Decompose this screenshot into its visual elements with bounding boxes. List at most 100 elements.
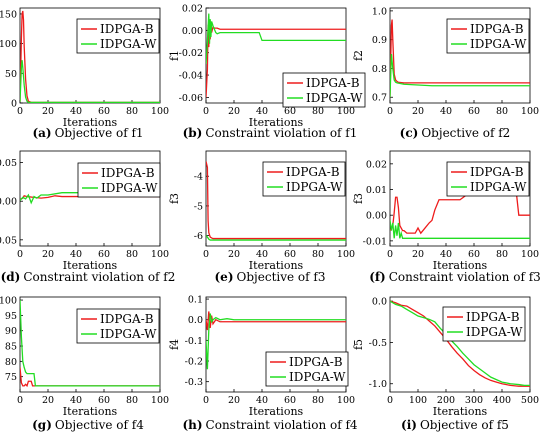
y-tick-label: 90 <box>5 326 17 337</box>
panel-g: 0204060801001009590858075Iterationsf4IDP… <box>0 296 169 432</box>
x-tick-label: 20 <box>412 249 424 260</box>
x-tick-label: 20 <box>228 395 240 406</box>
legend-label: IDPGA-B <box>470 165 524 179</box>
x-tick-label: 80 <box>496 106 508 117</box>
x-tick-label: 40 <box>70 395 82 406</box>
x-tick-label: 0 <box>203 395 209 406</box>
y-tick-label: 0.0 <box>372 297 387 308</box>
legend-label: IDPGA-B <box>286 165 340 179</box>
y-tick-label: 100 <box>0 296 17 307</box>
y-tick-label: 150 <box>0 9 17 20</box>
legend-label: IDPGA-W <box>101 181 158 195</box>
x-tick-label: 0 <box>17 106 23 117</box>
caption-letter: (e) <box>215 270 234 284</box>
series-line-idpga-b <box>206 311 346 331</box>
legend-label: IDPGA-B <box>289 355 343 369</box>
y-tick-label: -0.05 <box>0 235 17 246</box>
y-tick-label: 0.01 <box>366 185 387 196</box>
legend-label: IDPGA-B <box>100 22 154 36</box>
x-tick-label: 0 <box>17 395 23 406</box>
x-tick-label: 20 <box>412 106 424 117</box>
x-tick-label: 80 <box>312 395 324 406</box>
x-tick-label: 100 <box>337 249 355 260</box>
legend-label: IDPGA-W <box>470 37 527 51</box>
x-tick-label: 100 <box>521 106 539 117</box>
x-tick-label: 40 <box>70 106 82 117</box>
x-axis-label: Iterations <box>63 259 118 272</box>
x-tick-label: 20 <box>42 395 54 406</box>
caption-text: Constraint violation of f1 <box>205 126 357 140</box>
y-tick-label: 0.0 <box>188 315 203 326</box>
series-line-idpga-w <box>206 235 346 241</box>
legend-label: IDPGA-W <box>466 325 523 339</box>
x-axis-label: Iterations <box>249 116 304 129</box>
x-tick-label: 20 <box>42 106 54 117</box>
series-line-idpga-b <box>20 367 160 388</box>
legend-label: IDPGA-W <box>286 180 343 194</box>
panel-caption: (c) Objective of f2 <box>400 126 511 140</box>
panel-i: 0 100 200 300 400 500 0.0 -0.5 -1.0 Iterations f5 I… <box>352 296 539 432</box>
x-tick-label: 40 <box>440 249 452 260</box>
y-tick-label: 0.02 <box>366 159 387 170</box>
caption-text: Constraint violation of f4 <box>206 418 358 432</box>
series-line-idpga-w <box>20 300 160 387</box>
y-tick-label: -0.2 <box>185 357 203 368</box>
legend-label: IDPGA-B <box>101 166 155 180</box>
legend-label: IDPGA-W <box>100 327 157 341</box>
x-axis-label: Iterations <box>249 405 304 418</box>
x-tick-label: 20 <box>228 249 240 260</box>
series-line-idpga-w <box>206 13 346 64</box>
caption-letter: (d) <box>1 270 21 284</box>
caption-text: Objective of f1 <box>55 126 144 140</box>
legend-box <box>446 161 530 197</box>
series-line-idpga-w <box>206 313 346 370</box>
y-tick-label: 0.7 <box>372 93 387 104</box>
legend-label: IDPGA-W <box>306 91 363 105</box>
legend-box <box>77 162 161 198</box>
y-tick-label: 0.00 <box>182 26 203 37</box>
x-tick-label: 40 <box>256 395 268 406</box>
x-tick-label: 80 <box>126 249 138 260</box>
x-tick-label: 60 <box>98 395 110 406</box>
x-tick-label: 0 <box>203 106 209 117</box>
x-tick-label: 100 <box>409 395 427 406</box>
panel-caption: (e) Objective of f3 <box>215 270 326 284</box>
x-tick-label: 40 <box>256 106 268 117</box>
y-tick-label: 1.0 <box>372 6 387 17</box>
x-tick-label: 100 <box>151 106 169 117</box>
panel-caption: (b) Constraint violation of f1 <box>183 126 358 140</box>
x-tick-label: 100 <box>151 249 169 260</box>
legend-box <box>446 18 530 54</box>
x-tick-label: 60 <box>284 249 296 260</box>
panel-caption: (d) Constraint violation of f2 <box>1 270 176 284</box>
legend-label: IDPGA-B <box>466 310 520 324</box>
legend-label: IDPGA-B <box>100 312 154 326</box>
series-line-idpga-w <box>390 220 530 239</box>
legend-label: IDPGA-B <box>306 76 360 90</box>
panel-d: 0204060801000.050.00-0.05Iterationsf2IDP… <box>0 150 176 284</box>
y-axis-label: f2 <box>352 50 365 61</box>
x-axis-label: Iterations <box>63 116 118 129</box>
x-axis-label: Iterations <box>63 405 118 418</box>
panel-e: 0 20 40 60 80 100 -4 -5 -6 Iterations f3 IDPGA-BIDP… <box>168 150 355 284</box>
legend-box <box>265 351 349 387</box>
caption-letter: (g) <box>32 418 52 432</box>
x-tick-label: 0 <box>387 106 393 117</box>
panel-h: 0 20 40 60 80 100 0.1 0.0 -0.1 -0.2 -0.3 Iterations… <box>168 295 358 432</box>
y-tick-label: 80 <box>5 357 17 368</box>
caption-text: Constraint violation of f2 <box>23 270 175 284</box>
y-axis-label: f5 <box>352 339 365 350</box>
caption-letter: (b) <box>183 126 203 140</box>
caption-letter: (f) <box>369 270 386 284</box>
x-tick-label: 40 <box>440 106 452 117</box>
y-axis-label: f3 <box>352 193 365 204</box>
y-tick-label: -0.04 <box>179 71 203 82</box>
caption-text: Objective of f2 <box>421 126 510 140</box>
panel-c: 0 20 40 60 80 100 0.7 0.8 0.9 1.0 f2 IDPGA-BIDPGA-W… <box>352 6 539 140</box>
y-tick-label: 0.9 <box>372 35 387 46</box>
legend-box <box>262 161 346 197</box>
